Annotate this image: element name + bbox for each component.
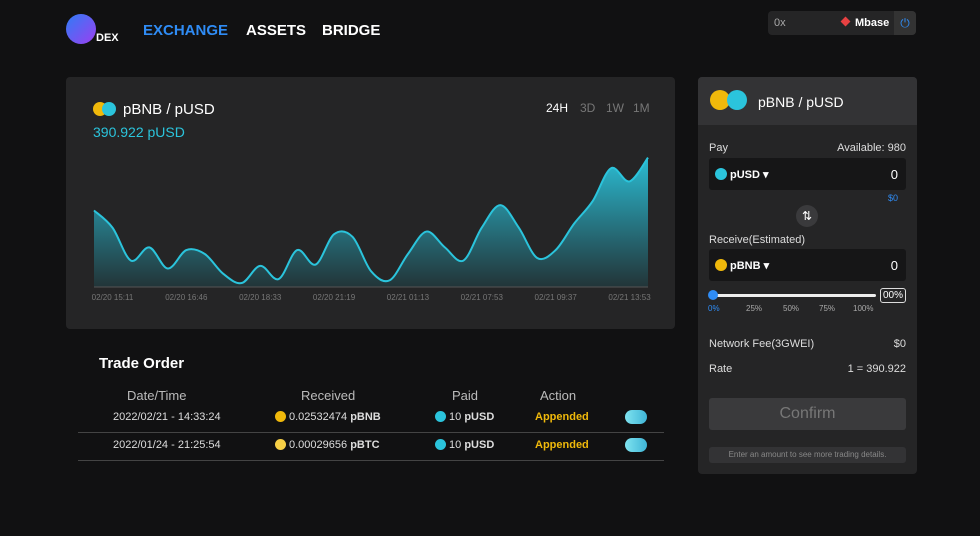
- chart-panel: pBNB / pUSD 390.922 pUSD 24H 3D 1W 1M 02…: [66, 77, 675, 329]
- pay-token[interactable]: pUSD ▾: [715, 168, 769, 181]
- action: Appended: [535, 439, 589, 451]
- x-tick-label: 02/21 13:53: [608, 293, 651, 302]
- range-button[interactable]: 3D: [580, 101, 596, 115]
- rate-label: Rate: [709, 363, 733, 375]
- price-chart: 02/20 15:11 02/20 16:46 02/20 18:33 02/20 2…: [92, 157, 651, 302]
- token-icon: [435, 411, 446, 422]
- logo-icon: [66, 14, 96, 44]
- pay-input[interactable]: pUSD ▾ 0: [709, 158, 906, 190]
- available: Available: 980: [837, 142, 906, 154]
- row-divider: [78, 432, 664, 433]
- paid: 10 pUSD: [435, 411, 494, 423]
- token-icon: [710, 90, 730, 110]
- column-header: Received: [301, 388, 356, 403]
- receive-label: Receive(Estimated): [709, 234, 805, 246]
- receive-amount: 0: [890, 258, 898, 273]
- slider-mark: 0%: [708, 304, 720, 313]
- network-icon: [840, 16, 851, 27]
- slider-track[interactable]: [714, 294, 876, 297]
- token-icon: [275, 411, 286, 422]
- area: [94, 157, 648, 287]
- network-name: Mbase: [855, 17, 890, 29]
- nav-link[interactable]: ASSETS: [246, 22, 307, 39]
- slider-mark: 75%: [819, 304, 836, 313]
- x-tick-label: 02/21 01:13: [387, 293, 430, 302]
- amount: 10: [449, 411, 462, 423]
- token-icon: [715, 168, 727, 180]
- slider-mark: 50%: [783, 304, 800, 313]
- column-header: Action: [540, 388, 577, 403]
- receive-token[interactable]: pBNB ▾: [715, 259, 769, 272]
- x-tick-label: 02/20 18:33: [239, 293, 282, 302]
- amount: 0.02532474: [289, 411, 348, 423]
- token-icon: [715, 259, 727, 271]
- confirm-button[interactable]: Confirm: [709, 398, 906, 430]
- price: 390.922 pUSD: [93, 124, 185, 140]
- line: [93, 157, 649, 285]
- nav-link[interactable]: BRIDGE: [322, 22, 381, 39]
- logo-text: DEX: [96, 32, 119, 44]
- date-time: 2022/01/24 - 21:25:54: [113, 439, 221, 451]
- switch-button[interactable]: ⇅: [796, 205, 818, 227]
- x-tick-label: 02/20 21:19: [313, 293, 356, 302]
- received: 0.00029656 pBTC: [275, 439, 380, 451]
- amount: 0.00029656: [289, 439, 348, 451]
- action: Appended: [535, 411, 589, 423]
- range-button[interactable]: 1M: [633, 101, 650, 115]
- power-button[interactable]: ⏻: [894, 11, 916, 35]
- token-icon: [102, 102, 116, 116]
- receive-input[interactable]: pBNB ▾ 0: [709, 249, 906, 281]
- wallet-address: 0x: [774, 17, 786, 29]
- column-header: Paid: [452, 388, 479, 403]
- pay-label: Pay: [709, 142, 728, 154]
- view-button[interactable]: [625, 410, 647, 424]
- token-icon: [275, 439, 286, 450]
- x-tick-label: 02/20 16:46: [165, 293, 208, 302]
- wallet-box[interactable]: 0x Mbase ⏻: [768, 11, 916, 35]
- swap-pair: pBNB / pUSD: [758, 94, 844, 110]
- fee-label: Network Fee(3GWEI): [709, 338, 815, 350]
- rate: 1 = 390.922: [847, 363, 906, 375]
- slider-value: 00%: [880, 288, 907, 303]
- view-button[interactable]: [625, 438, 647, 452]
- received: 0.02532474 pBNB: [275, 411, 381, 423]
- slider-mark: 100%: [853, 304, 874, 313]
- pay-amount: 0: [890, 167, 898, 182]
- amount: 10: [449, 439, 462, 451]
- token-icon: [435, 439, 446, 450]
- row-divider: [78, 460, 664, 461]
- section-title: Trade Order: [99, 355, 185, 372]
- hint: Enter an amount to see more trading deta…: [709, 447, 906, 463]
- paid: 10 pUSD: [435, 439, 494, 451]
- pay-usd: $0: [887, 193, 898, 203]
- token: pUSD: [464, 439, 495, 451]
- column-header: Date/Time: [127, 388, 187, 403]
- range-button[interactable]: 1W: [606, 101, 624, 115]
- nav-link[interactable]: EXCHANGE: [143, 22, 229, 39]
- x-tick-label: 02/20 15:11: [92, 293, 134, 302]
- date-time: 2022/02/21 - 14:33:24: [113, 411, 221, 423]
- token-name: pUSD: [730, 169, 760, 181]
- token-icon: [727, 90, 747, 110]
- x-tick-label: 02/21 09:37: [535, 293, 578, 302]
- pair: pBNB / pUSD: [123, 101, 215, 118]
- token: pUSD: [464, 411, 495, 423]
- range-button[interactable]: 24H: [546, 101, 569, 115]
- fee: $0: [893, 338, 906, 350]
- x-tick-label: 02/21 07:53: [461, 293, 504, 302]
- slider-thumb[interactable]: [708, 290, 718, 300]
- token-name: pBNB: [730, 260, 761, 272]
- swap-panel: pBNB / pUSD Pay Available: 980 pUSD ▾ 0 …: [698, 77, 917, 474]
- token: pBTC: [350, 439, 380, 451]
- slider-mark: 25%: [746, 304, 763, 313]
- token: pBNB: [350, 411, 381, 423]
